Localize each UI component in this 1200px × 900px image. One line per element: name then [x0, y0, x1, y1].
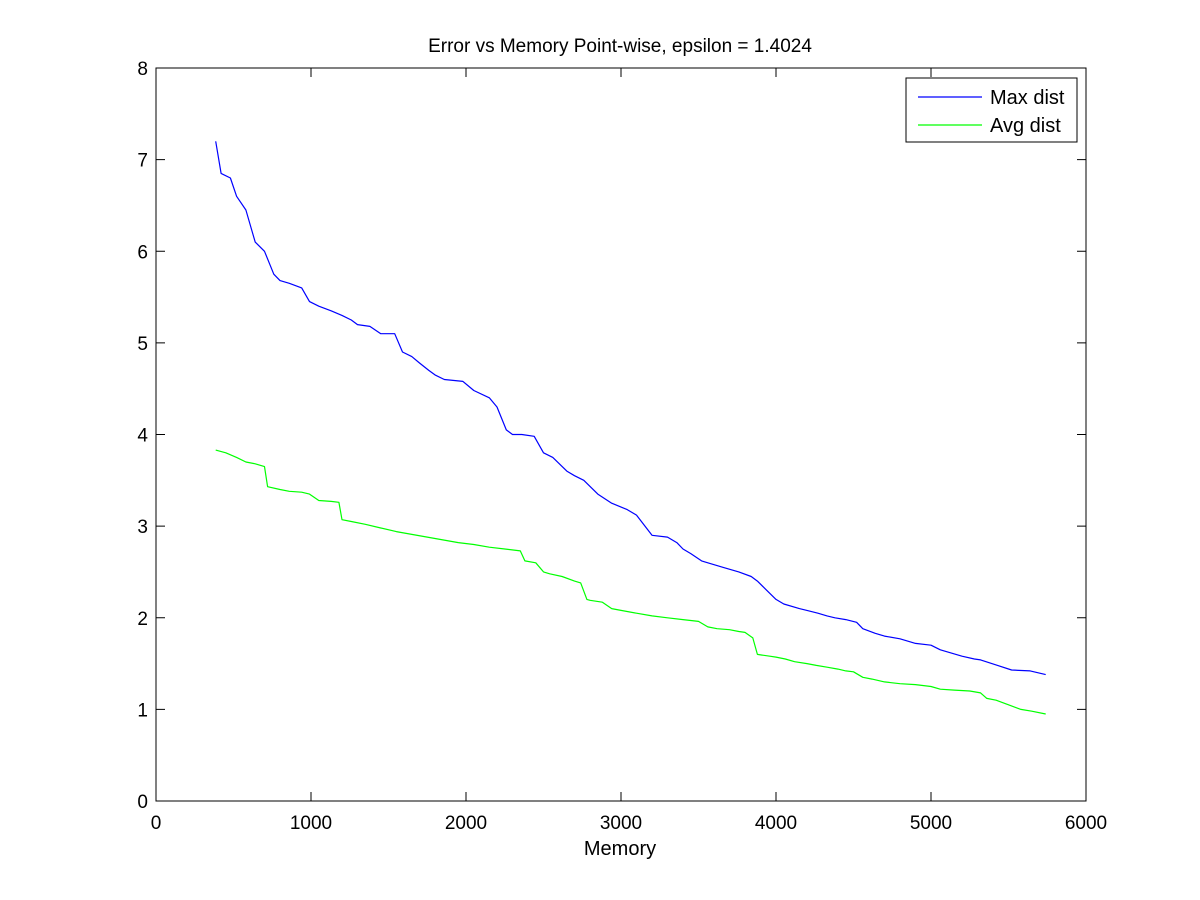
y-tick-label: 4	[137, 426, 148, 447]
x-tick-label: 1000	[290, 813, 332, 834]
y-tick-label: 6	[137, 242, 148, 263]
series-line-max-dist	[215, 141, 1046, 676]
y-tick-label: 7	[137, 151, 148, 172]
x-tick-label: 0	[151, 813, 162, 834]
x-tick-label: 3000	[600, 813, 642, 834]
x-tick-label: 6000	[1065, 813, 1107, 834]
legend: Max dist Avg dist	[905, 77, 1078, 143]
x-tick-label: 4000	[755, 813, 797, 834]
x-tick-label: 5000	[910, 813, 952, 834]
legend-box	[905, 77, 1078, 143]
series-line-avg-dist	[215, 449, 1046, 715]
axes-box	[155, 67, 1087, 802]
chart-title: Error vs Memory Point-wise, epsilon = 1.…	[428, 36, 812, 57]
y-tick-label: 5	[137, 334, 148, 355]
legend-label-max-dist: Max dist	[990, 87, 1065, 109]
x-tick-label: 2000	[445, 813, 487, 834]
y-tick-label: 3	[137, 517, 148, 538]
x-axis-label: Memory	[584, 838, 656, 860]
y-tick-label: 1	[137, 700, 148, 721]
y-tick-label: 2	[137, 609, 148, 630]
plot-area: 0 1000 2000 3000 4000 5000 6000 0 1 2 3 4 5 6 7 8	[137, 59, 1107, 834]
legend-label-avg-dist: Avg dist	[990, 115, 1061, 137]
y-tick-label: 0	[137, 792, 148, 813]
y-tick-label: 8	[137, 59, 148, 80]
